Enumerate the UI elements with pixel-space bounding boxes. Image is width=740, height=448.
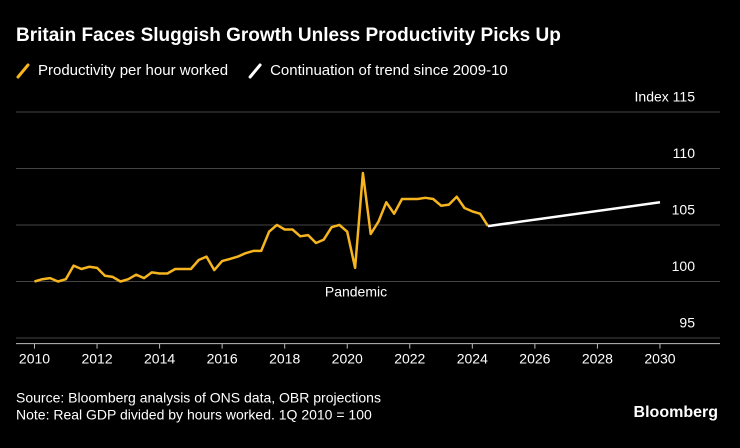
y-tick-label: 100	[672, 258, 696, 274]
x-tick-label: 2020	[332, 350, 363, 366]
source: Source: Bloomberg analysis of ONS data, …	[16, 390, 381, 406]
legend-label: Productivity per hour worked	[38, 62, 228, 79]
legend-swatch	[248, 63, 262, 79]
y-tick-label: Index 115	[635, 89, 696, 105]
series-line	[487, 201, 661, 228]
x-tick-label: 2024	[457, 350, 488, 366]
x-tick-label: 2012	[81, 350, 112, 366]
y-tick-label: 95	[679, 315, 695, 331]
x-tick-label: 2022	[394, 350, 425, 366]
x-tick-label: 2016	[207, 350, 238, 366]
x-tick-label: 2028	[582, 350, 613, 366]
brand: Bloomberg	[634, 404, 718, 421]
y-tick-label: 110	[673, 145, 696, 161]
x-tick-label: 2010	[19, 350, 50, 366]
series-line	[34, 171, 490, 283]
note: Note: Real GDP divided by hours worked. …	[16, 407, 372, 423]
chart-title: Britain Faces Sluggish Growth Unless Pro…	[16, 25, 561, 46]
x-tick-label: 2018	[269, 350, 300, 366]
y-tick-label: 105	[672, 202, 696, 218]
x-tick-label: 2030	[644, 350, 675, 366]
legend-label: Continuation of trend since 2009-10	[270, 62, 508, 79]
x-tick-label: 2026	[519, 350, 550, 366]
x-tick-label: 2014	[144, 350, 175, 366]
annotation: Pandemic	[325, 284, 387, 300]
legend-swatch	[16, 63, 30, 79]
